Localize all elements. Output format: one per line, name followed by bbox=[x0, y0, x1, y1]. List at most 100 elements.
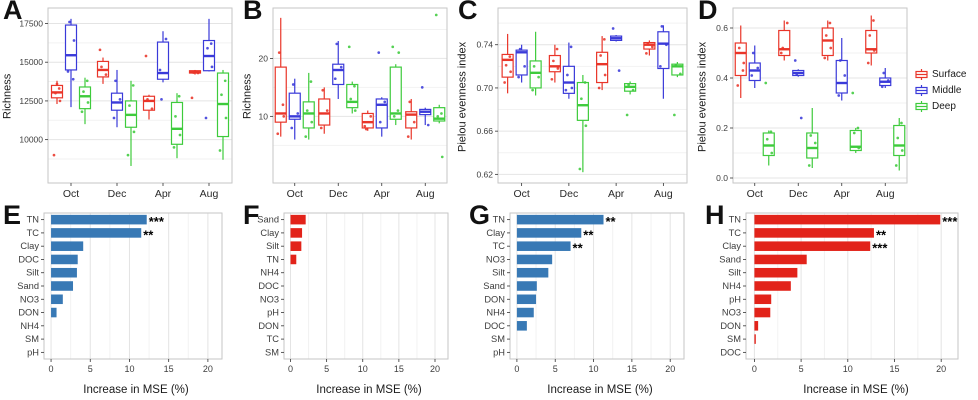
data-point bbox=[369, 115, 373, 118]
data-point bbox=[209, 42, 213, 45]
data-point bbox=[420, 86, 424, 89]
category-label: Clay bbox=[722, 241, 741, 251]
boxplot-box bbox=[821, 27, 834, 57]
boxplot-box bbox=[274, 66, 287, 123]
legend-label-surface: Surface bbox=[932, 69, 967, 80]
category-label: NH4 bbox=[722, 281, 741, 291]
category-label: Clay bbox=[486, 228, 505, 238]
x-tick-label: 0 bbox=[752, 364, 757, 374]
data-point bbox=[397, 51, 401, 54]
data-point bbox=[531, 88, 534, 92]
data-point bbox=[674, 63, 678, 67]
y-tick-label: 0.6 bbox=[716, 23, 728, 33]
bar bbox=[51, 254, 78, 265]
bar bbox=[516, 241, 571, 251]
data-point bbox=[750, 74, 754, 77]
category-label: TC bbox=[267, 334, 280, 344]
category-label: DON bbox=[18, 308, 39, 318]
panel-label-F: F bbox=[243, 200, 260, 230]
data-point bbox=[112, 116, 116, 120]
data-point bbox=[570, 86, 574, 90]
data-point bbox=[625, 113, 629, 117]
data-point bbox=[408, 100, 412, 104]
data-point bbox=[665, 43, 668, 47]
data-point bbox=[866, 61, 870, 65]
data-point bbox=[364, 127, 368, 131]
y-tick-label: 0.4 bbox=[716, 73, 728, 83]
data-point bbox=[737, 46, 741, 50]
boxplot-box bbox=[657, 31, 670, 70]
bar bbox=[754, 241, 871, 251]
plot-background bbox=[733, 8, 907, 183]
data-point bbox=[779, 51, 783, 55]
data-point bbox=[781, 46, 785, 50]
category-label: TN bbox=[493, 215, 505, 225]
data-point bbox=[164, 37, 168, 41]
category-label: pH bbox=[493, 347, 505, 357]
category-label: Dec bbox=[560, 188, 579, 200]
category-label: TC bbox=[729, 228, 742, 238]
boxplot-box bbox=[748, 62, 761, 82]
significance-stars: ** bbox=[583, 227, 594, 242]
boxplot-box bbox=[64, 24, 78, 71]
data-point bbox=[204, 116, 208, 120]
data-point bbox=[174, 115, 177, 118]
data-point bbox=[599, 54, 602, 57]
x-axis-label-H: Increase in MSE (%) bbox=[803, 384, 909, 396]
data-point bbox=[150, 107, 154, 111]
bar bbox=[51, 267, 77, 278]
y-tick-label: 12500 bbox=[19, 96, 43, 106]
data-point bbox=[756, 66, 760, 70]
category-label: TN bbox=[267, 254, 279, 264]
plot-background bbox=[273, 8, 447, 183]
bar bbox=[516, 307, 534, 318]
legend-label-deep: Deep bbox=[932, 101, 956, 112]
data-point bbox=[319, 126, 323, 130]
data-point bbox=[828, 21, 832, 25]
data-point bbox=[603, 73, 607, 77]
boxplot-box bbox=[596, 51, 609, 84]
boxplot-box bbox=[515, 49, 528, 76]
data-point bbox=[631, 88, 635, 92]
bar bbox=[754, 307, 771, 318]
boxplot-row: A Richness 10000 12500 15000 17500 Oct Dec Apr… bbox=[2, 0, 967, 200]
data-point bbox=[537, 75, 540, 79]
panel-G-plot: TN ** Clay ** TC ** NO3 Silt Sand DON NH4 DOC SM pH 0 5… bbox=[483, 212, 685, 374]
x-tick-label: 20 bbox=[430, 364, 440, 374]
category-label: TN bbox=[27, 215, 39, 225]
data-point bbox=[118, 98, 122, 101]
data-point bbox=[100, 65, 103, 69]
bar bbox=[516, 281, 537, 291]
boxplot-box bbox=[806, 132, 819, 159]
boxplot-box bbox=[893, 124, 906, 157]
category-label: pH bbox=[267, 308, 279, 318]
plot-border bbox=[47, 7, 233, 184]
data-point bbox=[146, 98, 149, 101]
bar bbox=[754, 254, 807, 265]
category-label: Clay bbox=[20, 241, 39, 251]
category-label: Dec bbox=[108, 188, 127, 200]
boxplot-box bbox=[835, 59, 848, 94]
data-point bbox=[104, 73, 108, 76]
bar bbox=[754, 228, 874, 238]
data-point bbox=[857, 146, 861, 150]
bar bbox=[290, 254, 297, 265]
data-point bbox=[785, 21, 789, 25]
data-point bbox=[646, 42, 650, 45]
y-tick-label: 0.66 bbox=[476, 126, 493, 136]
panel-A-plot: 10000 12500 15000 17500 Oct Dec Apr Aug bbox=[19, 7, 233, 200]
data-point bbox=[218, 149, 222, 152]
data-point bbox=[144, 54, 148, 58]
data-point bbox=[85, 79, 89, 83]
data-point bbox=[57, 87, 61, 90]
category-label: Apr bbox=[834, 188, 851, 200]
data-point bbox=[751, 51, 755, 55]
data-point bbox=[882, 71, 886, 75]
x-tick-label: 20 bbox=[203, 364, 213, 374]
data-point bbox=[363, 124, 367, 128]
bar bbox=[51, 214, 147, 225]
bar bbox=[754, 267, 798, 278]
data-point bbox=[566, 73, 569, 77]
data-point bbox=[206, 46, 209, 50]
data-point bbox=[132, 130, 136, 134]
